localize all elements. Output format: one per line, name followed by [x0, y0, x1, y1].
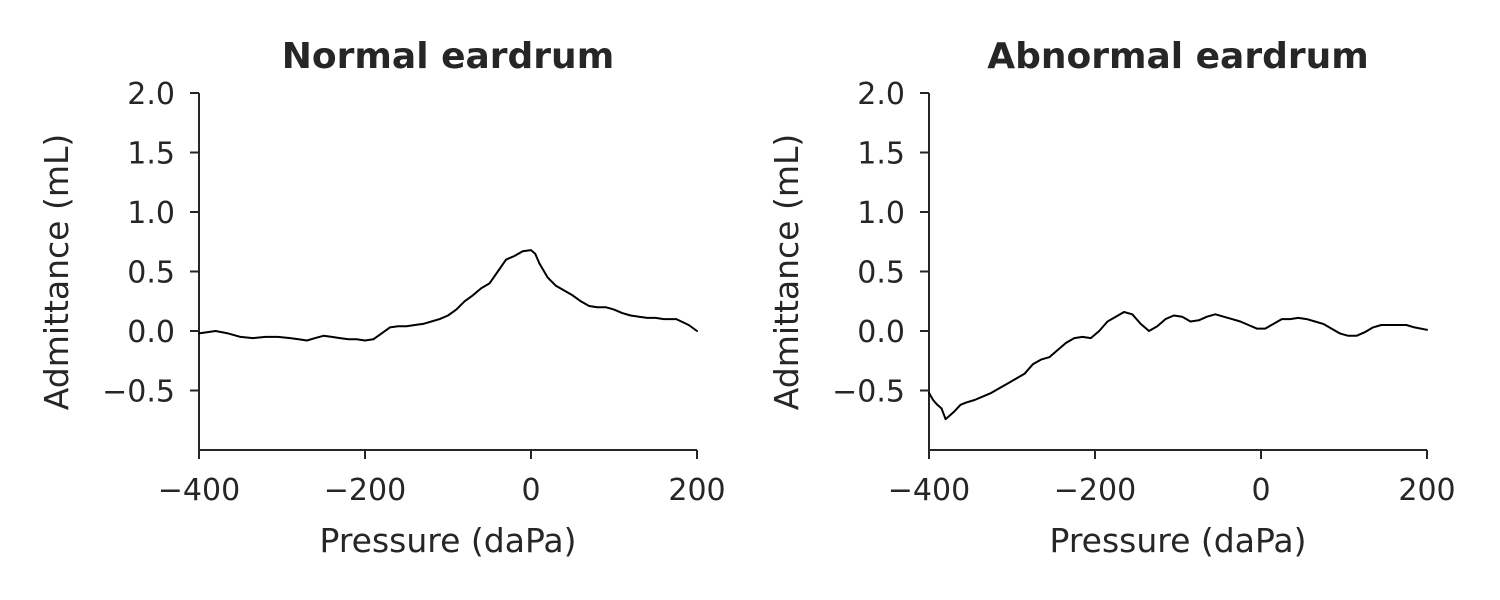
chart-panel-normal-eardrum: Normal eardrum −400 −200 0 200 −0.5 0.0 0.5 1.0…	[37, 36, 726, 560]
y-axis-label: Admittance (mL)	[767, 134, 806, 411]
x-tick-label: −400	[158, 473, 240, 508]
x-tick-label: 0	[521, 473, 540, 508]
y-axis-label: Admittance (mL)	[37, 134, 76, 411]
series-group	[198, 249, 698, 342]
y-tick-label: 1.0	[127, 196, 175, 231]
y-tick-label: 0.0	[857, 315, 905, 350]
chart-title: Abnormal eardrum	[987, 36, 1369, 77]
y-tick-label: −0.5	[102, 375, 175, 410]
x-tick-label: 200	[668, 473, 725, 508]
series-line	[928, 311, 1428, 421]
y-tick-label: 0.0	[127, 315, 175, 350]
x-axis-label: Pressure (daPa)	[320, 521, 577, 560]
y-tick-label: 0.5	[127, 256, 175, 291]
x-tick-label: 0	[1251, 473, 1270, 508]
tick-group: −400 −200 0 200 −0.5 0.0 0.5 1.0 1.5 2.0	[102, 77, 725, 508]
x-tick-label: −400	[888, 473, 970, 508]
x-tick-label: −200	[324, 473, 406, 508]
chart-panel-abnormal-eardrum: Abnormal eardrum −400 −200 0 200 −0.5 0.0 0.5 1…	[767, 36, 1456, 560]
series-group	[928, 311, 1428, 421]
y-tick-label: 2.0	[857, 77, 905, 112]
y-tick-label: 2.0	[127, 77, 175, 112]
y-tick-label: 1.0	[857, 196, 905, 231]
y-tick-label: 0.5	[857, 256, 905, 291]
x-axis-label: Pressure (daPa)	[1050, 521, 1307, 560]
tick-group: −400 −200 0 200 −0.5 0.0 0.5 1.0 1.5 2.0	[832, 77, 1455, 508]
x-tick-label: 200	[1398, 473, 1455, 508]
y-tick-label: 1.5	[127, 137, 175, 172]
y-tick-label: −0.5	[832, 375, 905, 410]
y-tick-label: 1.5	[857, 137, 905, 172]
x-tick-label: −200	[1054, 473, 1136, 508]
series-line	[198, 249, 698, 342]
chart-title: Normal eardrum	[282, 36, 614, 77]
